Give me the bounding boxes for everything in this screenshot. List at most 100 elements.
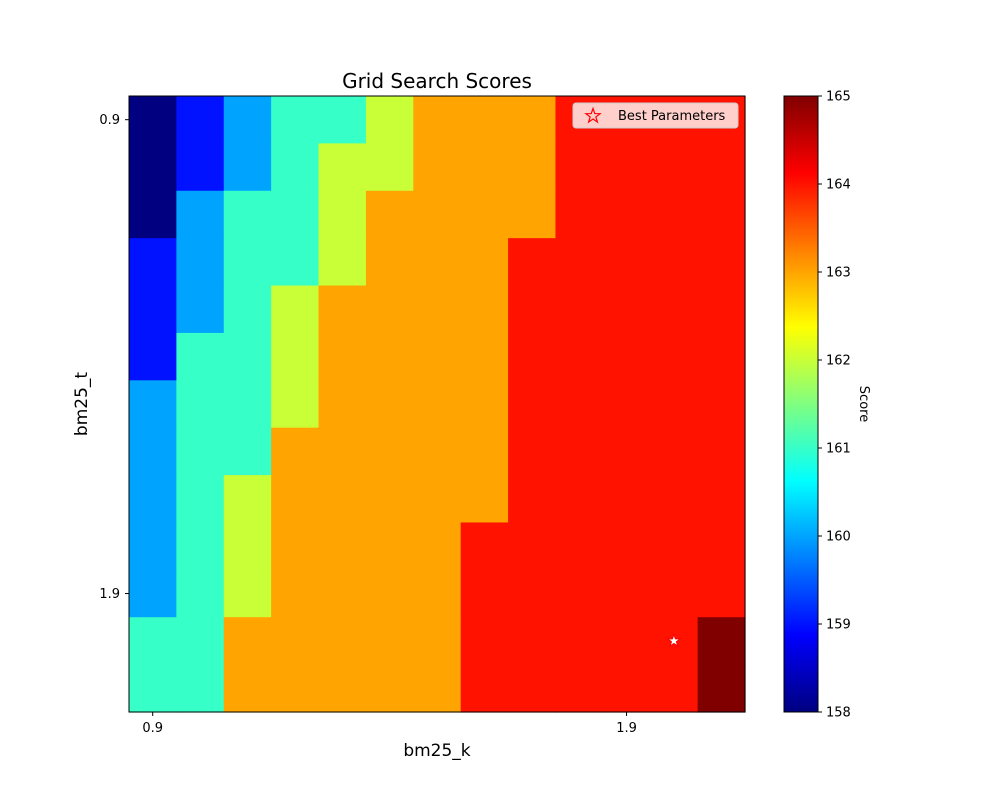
heatmap-cell	[318, 522, 367, 571]
heatmap-cell	[555, 332, 604, 381]
heatmap-cell	[413, 617, 462, 666]
heatmap-cell	[365, 285, 414, 334]
heatmap-cell	[650, 143, 699, 192]
heatmap-cell	[602, 238, 651, 287]
heatmap-cell	[129, 332, 177, 381]
heatmap-cell	[223, 190, 272, 239]
heatmap-cell	[508, 332, 557, 381]
heatmap-cell	[271, 522, 320, 571]
heatmap-cell	[602, 427, 651, 476]
legend-entry-best-parameters: Best Parameters	[618, 109, 726, 124]
heatmap-cell	[365, 190, 414, 239]
heatmap-cell	[460, 238, 509, 287]
heatmap-cell	[129, 475, 177, 524]
heatmap-cell	[129, 143, 177, 192]
legend-box	[572, 102, 739, 129]
heatmap-cell	[508, 427, 557, 476]
heatmap-cell	[413, 190, 462, 239]
colorbar-tick-label: 158	[826, 706, 851, 721]
plot-frame	[128, 95, 746, 713]
heatmap-cell	[365, 475, 414, 524]
heatmap-cell	[318, 475, 367, 524]
heatmap-cell	[460, 569, 509, 618]
chart-title: Grid Search Scores	[342, 69, 532, 93]
heatmap-cell	[223, 427, 272, 476]
heatmap-cell	[697, 332, 746, 381]
heatmap-cell	[271, 475, 320, 524]
heatmap-cell	[365, 522, 414, 571]
heatmap-cell	[555, 664, 604, 713]
heatmap-cell	[650, 285, 699, 334]
y-axis-label: bm25_t	[72, 372, 92, 436]
heatmap-cell	[176, 475, 225, 524]
heatmap-cell	[318, 285, 367, 334]
heatmap-cell	[555, 285, 604, 334]
heatmap-cell	[460, 143, 509, 192]
heatmap-cell	[223, 332, 272, 381]
heatmap-cell	[318, 617, 367, 666]
heatmap-cell	[365, 569, 414, 618]
heatmap-cell	[508, 617, 557, 666]
heatmap-cell	[650, 664, 699, 713]
heatmap-cell	[223, 475, 272, 524]
heatmap-cell	[223, 238, 272, 287]
heatmap-cell	[318, 569, 367, 618]
heatmap-cell	[508, 143, 557, 192]
colorbar-tick-label: 161	[826, 442, 851, 457]
heatmap-cell	[413, 143, 462, 192]
heatmap-cell	[318, 427, 367, 476]
heatmap-cell	[697, 475, 746, 524]
heatmap-cell	[271, 380, 320, 429]
heatmap-cell	[271, 427, 320, 476]
heatmap-cell	[697, 143, 746, 192]
heatmap-cell	[271, 190, 320, 239]
heatmap-cell	[602, 664, 651, 713]
heatmap-cell	[650, 332, 699, 381]
heatmap-cell	[697, 190, 746, 239]
heatmap-cell	[508, 96, 557, 144]
heatmap-cell	[365, 617, 414, 666]
heatmap-cell	[460, 475, 509, 524]
heatmap-cell	[460, 522, 509, 571]
heatmap-cell	[555, 238, 604, 287]
heatmap-cell	[508, 569, 557, 618]
heatmap-cell	[508, 238, 557, 287]
heatmap-cell	[413, 96, 462, 144]
heatmap-cell	[176, 664, 225, 713]
heatmap-cell	[365, 238, 414, 287]
x-axis-label: bm25_k	[403, 741, 470, 761]
heatmap-cell	[129, 190, 177, 239]
y-tick-label: 1.9	[99, 587, 120, 602]
heatmap-cell	[697, 664, 746, 713]
colorbar-tick-label: 164	[826, 178, 851, 193]
heatmap-cell	[223, 664, 272, 713]
x-tick-label: 1.9	[616, 721, 637, 736]
colorbar-gradient	[783, 95, 819, 713]
heatmap-cell	[223, 96, 272, 144]
heatmap-cell	[602, 190, 651, 239]
colorbar: 158 159 160 161 162 163 164 165 Score	[783, 90, 871, 721]
heatmap-cell	[508, 285, 557, 334]
heatmap-cell	[223, 143, 272, 192]
heatmap-cell	[413, 427, 462, 476]
heatmap-cell	[365, 332, 414, 381]
heatmap-cell	[460, 285, 509, 334]
heatmap-cell	[413, 664, 462, 713]
heatmap-cell	[508, 380, 557, 429]
heatmap-cell	[413, 332, 462, 381]
heatmap-cell	[318, 190, 367, 239]
heatmap-cell	[365, 427, 414, 476]
best-parameters-layer	[666, 632, 682, 648]
heatmap-cell	[365, 143, 414, 192]
heatmap-cell	[365, 664, 414, 713]
y-axis-ticks: 0.9 1.9	[99, 113, 129, 602]
heatmap-cell	[602, 285, 651, 334]
heatmap	[129, 96, 746, 713]
heatmap-cell	[318, 380, 367, 429]
heatmap-cell	[318, 238, 367, 287]
heatmap-cell	[129, 569, 177, 618]
heatmap-cell	[318, 664, 367, 713]
heatmap-cell	[129, 427, 177, 476]
heatmap-cell	[460, 617, 509, 666]
heatmap-cell	[555, 190, 604, 239]
